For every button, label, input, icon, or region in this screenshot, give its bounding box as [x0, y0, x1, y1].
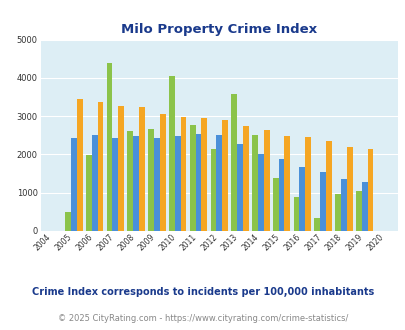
- Bar: [278, 159, 284, 231]
- Text: © 2025 CityRating.com - https://www.cityrating.com/crime-statistics/: © 2025 CityRating.com - https://www.city…: [58, 314, 347, 323]
- Bar: [107, 63, 112, 231]
- Bar: [284, 136, 290, 231]
- Bar: [340, 179, 346, 231]
- Bar: [222, 120, 227, 231]
- Bar: [216, 135, 222, 231]
- Bar: [334, 194, 340, 231]
- Bar: [305, 137, 310, 231]
- Bar: [160, 114, 165, 231]
- Bar: [325, 141, 331, 231]
- Bar: [168, 76, 175, 231]
- Bar: [201, 118, 207, 231]
- Bar: [231, 94, 237, 231]
- Bar: [77, 99, 82, 231]
- Bar: [189, 125, 195, 231]
- Bar: [175, 136, 180, 231]
- Bar: [127, 131, 133, 231]
- Bar: [97, 102, 103, 231]
- Bar: [298, 167, 305, 231]
- Text: Crime Index corresponds to incidents per 100,000 inhabitants: Crime Index corresponds to incidents per…: [32, 287, 373, 297]
- Bar: [367, 149, 373, 231]
- Bar: [71, 138, 77, 231]
- Bar: [133, 136, 139, 231]
- Bar: [237, 144, 242, 231]
- Bar: [320, 173, 325, 231]
- Bar: [263, 130, 269, 231]
- Bar: [86, 155, 92, 231]
- Bar: [112, 138, 118, 231]
- Bar: [272, 178, 278, 231]
- Bar: [293, 197, 298, 231]
- Bar: [139, 107, 145, 231]
- Bar: [210, 149, 216, 231]
- Bar: [180, 117, 186, 231]
- Bar: [252, 135, 257, 231]
- Title: Milo Property Crime Index: Milo Property Crime Index: [121, 23, 317, 36]
- Bar: [148, 129, 153, 231]
- Bar: [257, 154, 263, 231]
- Bar: [65, 212, 71, 231]
- Bar: [92, 135, 97, 231]
- Bar: [355, 191, 361, 231]
- Bar: [242, 126, 248, 231]
- Bar: [313, 217, 320, 231]
- Bar: [361, 182, 367, 231]
- Bar: [346, 147, 352, 231]
- Bar: [118, 106, 124, 231]
- Bar: [153, 138, 160, 231]
- Bar: [195, 134, 201, 231]
